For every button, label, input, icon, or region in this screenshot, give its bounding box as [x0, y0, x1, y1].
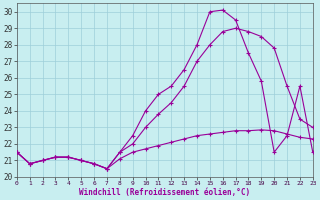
- X-axis label: Windchill (Refroidissement éolien,°C): Windchill (Refroidissement éolien,°C): [79, 188, 250, 197]
